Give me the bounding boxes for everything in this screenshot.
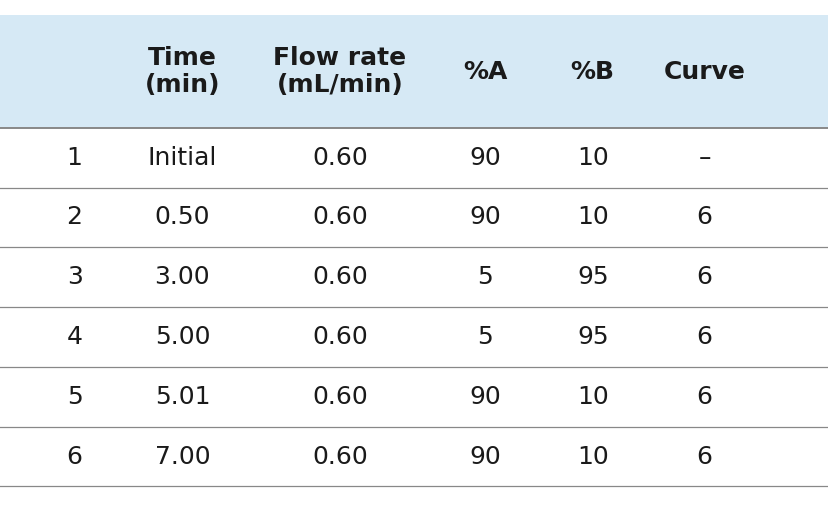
Text: 6: 6 xyxy=(66,445,83,469)
Text: %A: %A xyxy=(462,60,507,83)
FancyBboxPatch shape xyxy=(0,15,828,128)
Text: –: – xyxy=(697,146,710,170)
Text: %B: %B xyxy=(570,60,614,83)
Text: 95: 95 xyxy=(576,265,608,289)
Text: 6: 6 xyxy=(696,205,712,229)
Text: 90: 90 xyxy=(469,445,500,469)
Text: 90: 90 xyxy=(469,385,500,409)
Text: 0.60: 0.60 xyxy=(311,385,368,409)
Text: 95: 95 xyxy=(576,325,608,349)
Text: 3.00: 3.00 xyxy=(154,265,210,289)
Text: 5: 5 xyxy=(477,265,492,289)
Text: 10: 10 xyxy=(576,445,608,469)
Text: 90: 90 xyxy=(469,205,500,229)
Text: 5.00: 5.00 xyxy=(155,325,209,349)
Text: 6: 6 xyxy=(696,325,712,349)
Text: 0.60: 0.60 xyxy=(311,146,368,170)
Text: 4: 4 xyxy=(66,325,83,349)
Text: Initial: Initial xyxy=(147,146,217,170)
Text: 10: 10 xyxy=(576,205,608,229)
Text: 6: 6 xyxy=(696,385,712,409)
Text: 2: 2 xyxy=(66,205,83,229)
Text: 7.00: 7.00 xyxy=(154,445,210,469)
Text: 5: 5 xyxy=(67,385,82,409)
Text: 10: 10 xyxy=(576,146,608,170)
Text: 6: 6 xyxy=(696,265,712,289)
Text: 5: 5 xyxy=(477,325,492,349)
Text: Curve: Curve xyxy=(663,60,744,83)
Text: 0.60: 0.60 xyxy=(311,205,368,229)
Text: 0.60: 0.60 xyxy=(311,445,368,469)
Text: Time
(min): Time (min) xyxy=(144,45,220,98)
Text: 1: 1 xyxy=(66,146,83,170)
Text: 0.50: 0.50 xyxy=(155,205,209,229)
Text: 0.60: 0.60 xyxy=(311,265,368,289)
Text: 6: 6 xyxy=(696,445,712,469)
Text: 90: 90 xyxy=(469,146,500,170)
Text: 3: 3 xyxy=(66,265,83,289)
Text: 5.01: 5.01 xyxy=(155,385,209,409)
Text: 10: 10 xyxy=(576,385,608,409)
Text: Flow rate
(mL/min): Flow rate (mL/min) xyxy=(273,45,406,98)
Text: 0.60: 0.60 xyxy=(311,325,368,349)
